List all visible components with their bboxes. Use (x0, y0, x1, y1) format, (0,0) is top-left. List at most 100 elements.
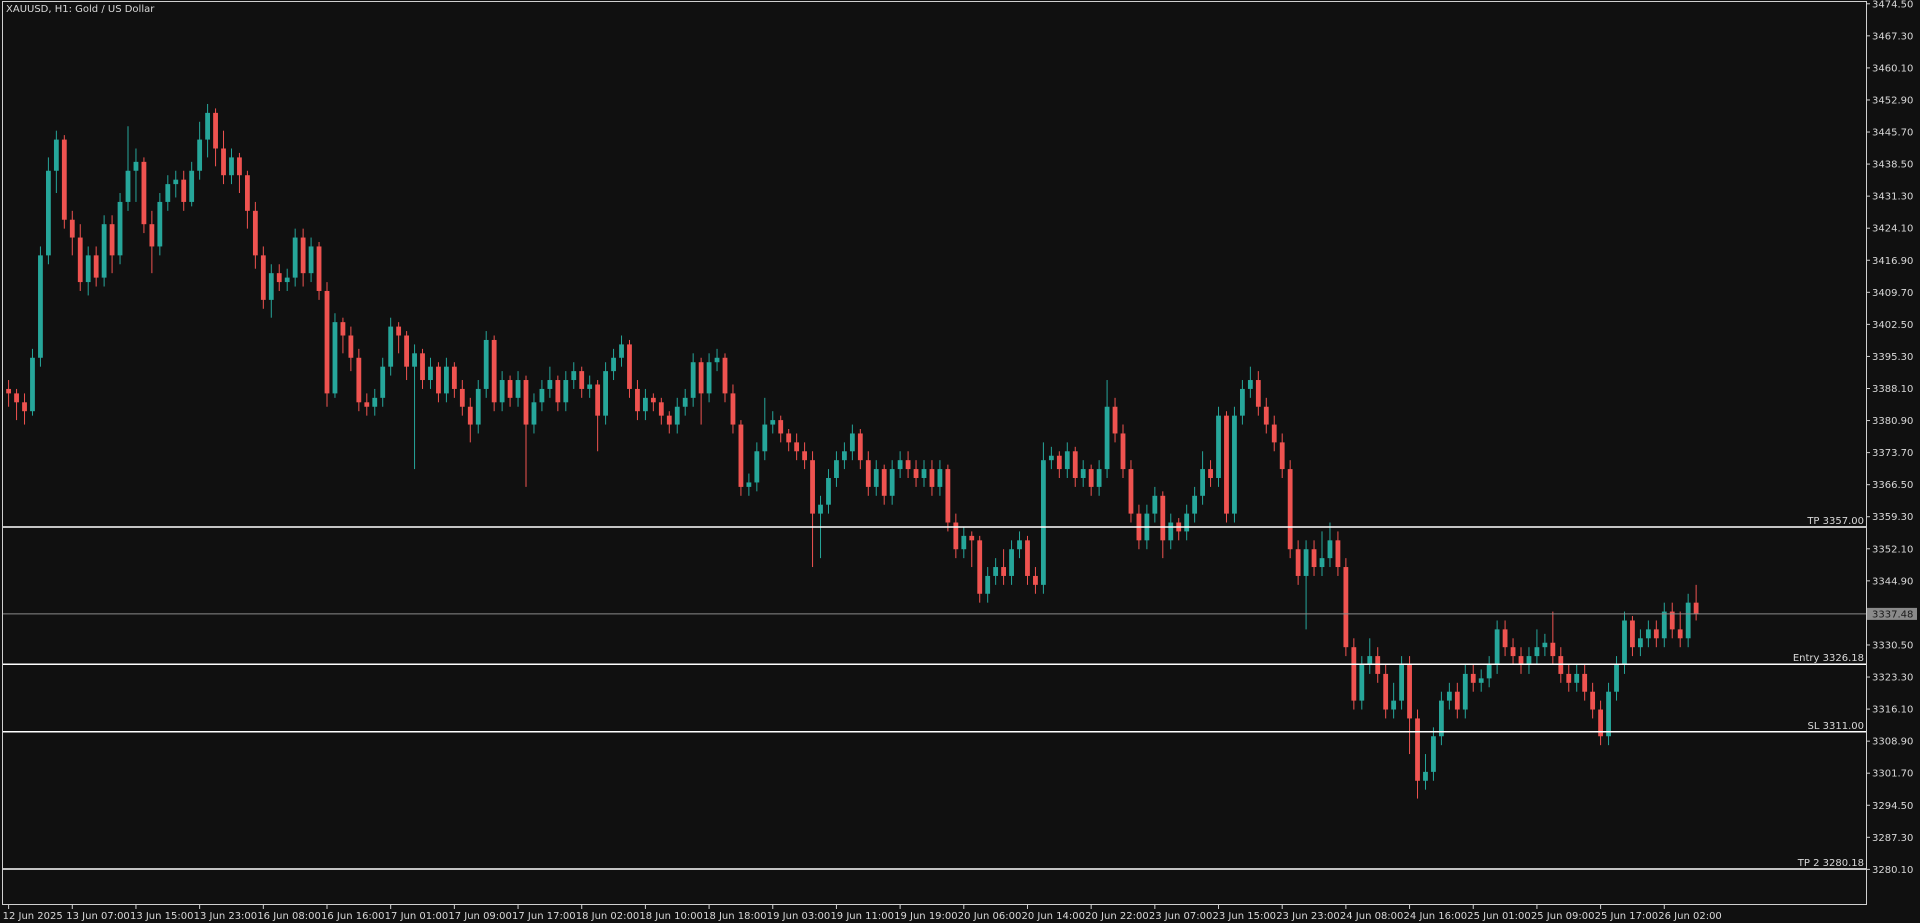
x-tick-label: 19 Jun 03:00 (767, 911, 831, 922)
candle-body (969, 535, 975, 541)
candle-body (961, 535, 967, 550)
candle-body (459, 388, 465, 407)
candle-body (738, 424, 744, 487)
candle-body (515, 380, 521, 398)
candle-body (698, 362, 704, 394)
candle-body (1399, 665, 1404, 701)
y-tick-label: 3460.10 (1872, 63, 1913, 74)
candle-body (1327, 540, 1333, 559)
y-tick-label: 3287.30 (1872, 833, 1913, 844)
candle-body (1009, 549, 1014, 576)
level-label: SL 3311.00 (1808, 721, 1864, 732)
candle-body (1017, 540, 1022, 550)
candle-body (1224, 415, 1229, 514)
candle-body (507, 380, 513, 398)
candle-body (1653, 629, 1659, 639)
candle-body (109, 224, 115, 256)
candle-body (873, 469, 879, 487)
candle-body (897, 460, 903, 470)
candle-body (420, 353, 425, 381)
candle-body (1152, 495, 1158, 514)
x-tick-label: 23 Jun 07:00 (1149, 911, 1213, 922)
candle-body (802, 451, 807, 461)
x-tick-label: 16 Jun 08:00 (257, 911, 321, 922)
candle-body (563, 380, 569, 403)
candle-body (1590, 691, 1596, 710)
x-tick-label: 20 Jun 14:00 (1021, 911, 1085, 922)
candle-body (1486, 665, 1492, 679)
candle-body (603, 371, 608, 416)
candle-body (38, 255, 43, 358)
x-tick-label: 17 Jun 01:00 (385, 911, 449, 922)
y-tick-label: 3359.30 (1872, 512, 1913, 523)
candle-body (6, 388, 11, 394)
candle-body (1033, 575, 1038, 585)
candle-body (1407, 665, 1412, 719)
candle-body (1439, 700, 1444, 737)
candle-body (714, 357, 720, 363)
candle-body (1287, 469, 1293, 550)
candle-body (1255, 380, 1261, 407)
candle-body (658, 402, 664, 416)
y-tick-label: 3416.90 (1872, 256, 1913, 267)
level-label: TP 2 3280.18 (1797, 858, 1864, 869)
candle-body (1510, 647, 1516, 657)
y-tick-label: 3431.30 (1872, 192, 1913, 203)
candle-body (953, 522, 959, 550)
candle-body (889, 469, 895, 496)
x-tick-label: 24 Jun 08:00 (1340, 911, 1404, 922)
bid-label-box (1867, 607, 1917, 620)
y-tick-label: 3280.10 (1872, 865, 1913, 876)
candle-body (1574, 673, 1580, 683)
x-tick-label: 18 Jun 10:00 (639, 911, 703, 922)
candle-body (284, 277, 290, 283)
candle-body (810, 460, 815, 514)
candle-body (300, 237, 306, 274)
candle-body (1064, 451, 1070, 470)
candle-body (117, 201, 123, 256)
x-tick-label: 19 Jun 19:00 (894, 911, 958, 922)
candle-body (93, 255, 99, 278)
candle-body (1120, 433, 1126, 470)
candle-body (1669, 611, 1675, 630)
candle-body (1494, 629, 1500, 666)
candle-body (1677, 629, 1683, 639)
candle-body (69, 219, 75, 238)
y-tick-label: 3467.30 (1872, 31, 1913, 42)
candle-body (786, 433, 792, 443)
x-tick-label: 18 Jun 18:00 (703, 911, 767, 922)
candle-body (1041, 460, 1046, 585)
y-tick-label: 3330.50 (1872, 640, 1913, 651)
candle-body (475, 388, 481, 425)
candle-body (205, 112, 210, 140)
x-tick-label: 17 Jun 17:00 (512, 911, 576, 922)
candle-body (682, 397, 688, 407)
level-label: TP 3357.00 (1806, 516, 1864, 527)
candle-body (571, 371, 577, 381)
candle-body (993, 567, 999, 576)
x-tick-label: 26 Jun 02:00 (1658, 911, 1722, 922)
candle-body (499, 380, 505, 403)
candle-body (1566, 673, 1572, 683)
candle-body (523, 380, 529, 425)
x-tick-label: 18 Jun 02:00 (576, 911, 640, 922)
candle-body (22, 402, 27, 412)
x-tick-label: 16 Jun 16:00 (321, 911, 385, 922)
y-tick-label: 3294.50 (1872, 801, 1913, 812)
candle-body (770, 420, 776, 425)
candle-body (308, 246, 314, 274)
candle-body (173, 179, 179, 185)
candle-body (1200, 469, 1205, 496)
candle-body (857, 433, 863, 461)
candle-body (1638, 638, 1643, 648)
candle-body (149, 224, 155, 247)
y-tick-label: 3380.90 (1872, 416, 1913, 427)
x-tick-label: 25 Jun 01:00 (1467, 911, 1531, 922)
candle-body (1454, 691, 1460, 710)
candle-body (1415, 718, 1420, 781)
candle-body (985, 575, 991, 594)
candle-body (1685, 602, 1691, 639)
candle-body (133, 161, 139, 171)
